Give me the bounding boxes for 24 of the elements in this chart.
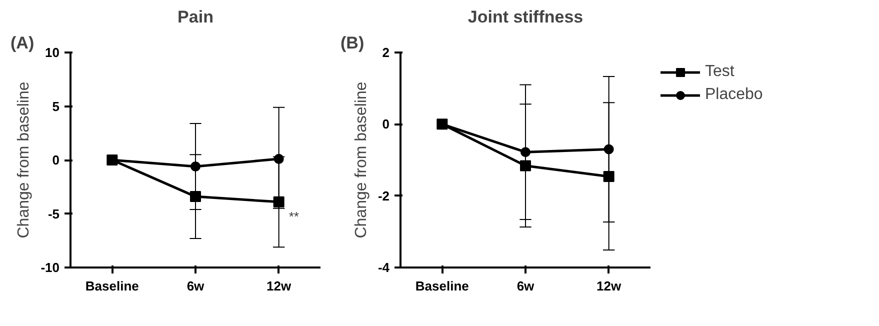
x-tick-label: 6w	[516, 278, 536, 294]
y-tick-label: 5	[52, 98, 60, 114]
y-tick-label: 2	[382, 45, 390, 60]
y-tick-label: -2	[378, 188, 390, 204]
x-tick-label: Baseline	[85, 278, 139, 294]
y-axis-title: Change from baseline	[16, 82, 33, 238]
y-tick-label: 0	[52, 152, 60, 168]
x-tick-label: 12w	[596, 278, 622, 294]
y-tick-label: 10	[45, 45, 60, 60]
annotation: **	[288, 208, 299, 224]
x-tick-label: 12w	[266, 278, 292, 294]
text: (B)	[340, 34, 364, 52]
legend-label: Test	[705, 63, 734, 81]
y-tick-label: -4	[378, 260, 390, 275]
y-tick-label: -5	[48, 206, 60, 222]
y-axis-title: Change from baseline	[352, 82, 370, 238]
chart-title: Joint stiffness	[468, 8, 584, 26]
y-tick-label: -10	[40, 260, 60, 275]
x-tick-label: 6w	[186, 278, 206, 294]
chart-title: Pain	[178, 8, 214, 26]
legend-label: Placebo	[705, 86, 763, 104]
y-tick-label: 0	[382, 116, 390, 132]
x-tick-label: Baseline	[415, 278, 469, 294]
text: (A)	[10, 34, 34, 52]
